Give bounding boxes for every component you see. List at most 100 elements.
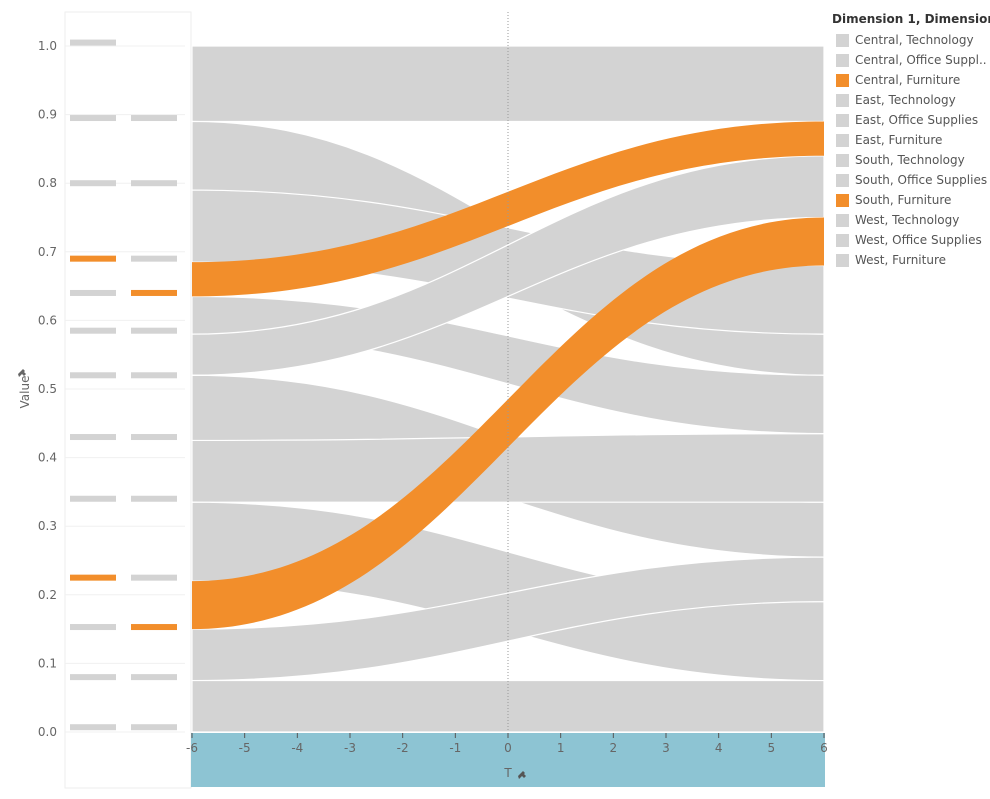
legend-label: Central, Office Suppl.. xyxy=(855,53,987,67)
legend-item[interactable]: South, Technology xyxy=(832,150,990,170)
legend-item[interactable]: East, Office Supplies xyxy=(832,110,990,130)
marker-col2 xyxy=(131,674,177,681)
legend-label: South, Technology xyxy=(855,153,965,167)
marker-col1 xyxy=(70,289,116,296)
legend-label: East, Technology xyxy=(855,93,956,107)
marker-col1 xyxy=(70,624,116,631)
legend-label: Central, Furniture xyxy=(855,73,961,87)
x-tick-label: -6 xyxy=(186,741,198,755)
legend-item[interactable]: East, Furniture xyxy=(832,130,990,150)
x-tick-label: -1 xyxy=(449,741,461,755)
marker-col1 xyxy=(70,674,116,681)
sankey-band xyxy=(191,432,825,503)
marker-col2 xyxy=(131,574,177,581)
legend-item[interactable]: Central, Furniture xyxy=(832,70,990,90)
y-tick-label: 0.3 xyxy=(38,519,57,533)
legend-swatch xyxy=(836,53,849,67)
legend-swatch xyxy=(836,153,849,167)
marker-col1 xyxy=(70,255,116,262)
legend-item[interactable]: South, Furniture xyxy=(832,190,990,210)
marker-col1 xyxy=(70,180,116,187)
x-tick-label: 6 xyxy=(820,741,828,755)
legend-label: West, Office Supplies xyxy=(855,233,982,247)
x-axis-label: T xyxy=(503,766,512,780)
marker-col2 xyxy=(131,372,177,379)
legend-label: East, Office Supplies xyxy=(855,113,979,127)
sankey-band xyxy=(191,679,825,733)
marker-col1 xyxy=(70,39,116,46)
legend-item[interactable]: East, Technology xyxy=(832,90,990,110)
legend-swatch xyxy=(836,113,849,127)
y-tick-label: 0.7 xyxy=(38,245,57,259)
marker-area-frame xyxy=(64,11,192,789)
y-tick-label: 0.0 xyxy=(38,725,57,739)
y-tick-label: 0.5 xyxy=(38,382,57,396)
y-tick-label: 0.1 xyxy=(38,656,57,670)
legend-swatch xyxy=(836,193,849,207)
marker-col1 xyxy=(70,115,116,122)
marker-col1 xyxy=(70,372,116,379)
marker-col1 xyxy=(70,495,116,502)
x-tick-label: 0 xyxy=(504,741,512,755)
legend-swatch xyxy=(836,233,849,247)
legend-label: West, Furniture xyxy=(855,253,947,267)
legend-swatch xyxy=(836,173,849,187)
y-axis-label: Value xyxy=(18,376,32,409)
legend-label: Central, Technology xyxy=(855,33,974,47)
x-tick-label: 5 xyxy=(768,741,776,755)
x-tick-label: -2 xyxy=(397,741,409,755)
y-tick-label: 0.8 xyxy=(38,176,57,190)
marker-columns xyxy=(70,39,177,731)
marker-col1 xyxy=(70,434,116,441)
marker-col2 xyxy=(131,434,177,441)
legend-swatch xyxy=(836,93,849,107)
y-tick-label: 0.2 xyxy=(38,588,57,602)
legend-swatch xyxy=(836,73,849,87)
legend-item[interactable]: Central, Technology xyxy=(832,30,990,50)
y-tick-label: 0.9 xyxy=(38,108,57,122)
x-tick-label: 2 xyxy=(610,741,618,755)
legend-item[interactable]: West, Furniture xyxy=(832,250,990,270)
legend-item[interactable]: West, Office Supplies xyxy=(832,230,990,250)
legend-swatch xyxy=(836,133,849,147)
legend-item[interactable]: Central, Office Suppl.. xyxy=(832,50,990,70)
marker-col2 xyxy=(131,327,177,334)
y-tick-label: 1.0 xyxy=(38,39,57,53)
marker-col2 xyxy=(131,289,177,296)
legend-title: Dimension 1, Dimension 2 xyxy=(832,12,990,26)
legend-swatch xyxy=(836,33,849,47)
pin-icon xyxy=(518,771,526,779)
legend-label: South, Office Supplies xyxy=(855,173,988,187)
marker-col1 xyxy=(70,327,116,334)
legend-swatch xyxy=(836,253,849,267)
x-tick-label: -3 xyxy=(344,741,356,755)
marker-col1 xyxy=(70,574,116,581)
legend-label: East, Furniture xyxy=(855,133,943,147)
legend: Dimension 1, Dimension 2 Central, Techno… xyxy=(832,12,990,270)
sankey-band-highlighted xyxy=(192,121,824,297)
x-axis: -6 -5 -4 -3 -2 -1 0 1 2 3 4 5 6 T xyxy=(186,733,828,787)
legend-items: Central, Technology Central, Office Suppl… xyxy=(832,30,990,270)
y-tick-label: 0.4 xyxy=(38,451,57,465)
legend-label: South, Furniture xyxy=(855,193,952,207)
pin-icon xyxy=(18,369,26,377)
x-tick-label: 3 xyxy=(662,741,670,755)
marker-col2 xyxy=(131,495,177,502)
sankey-band xyxy=(191,155,825,376)
x-tick-label: -4 xyxy=(291,741,303,755)
marker-col2 xyxy=(131,724,177,731)
sankey-bands xyxy=(191,45,825,733)
legend-item[interactable]: South, Office Supplies xyxy=(832,170,990,190)
marker-col2 xyxy=(131,255,177,262)
legend-swatch xyxy=(836,213,849,227)
legend-label: West, Technology xyxy=(855,213,960,227)
marker-col2 xyxy=(131,624,177,631)
x-tick-label: 4 xyxy=(715,741,723,755)
marker-col2 xyxy=(131,115,177,122)
marker-col2 xyxy=(131,180,177,187)
x-tick-label: -5 xyxy=(239,741,251,755)
legend-item[interactable]: West, Technology xyxy=(832,210,990,230)
x-tick-label: 1 xyxy=(557,741,565,755)
marker-col1 xyxy=(70,724,116,731)
